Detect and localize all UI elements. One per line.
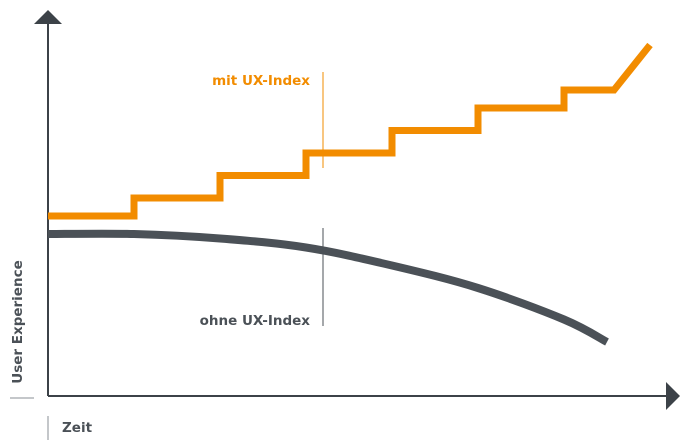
series-line-mit-ux-index bbox=[48, 42, 653, 220]
y-axis-label: User Experience bbox=[10, 260, 26, 383]
series-label-mit-ux-index: mit UX-Index bbox=[212, 73, 310, 89]
x-axis-label: Zeit bbox=[62, 420, 93, 436]
x-axis-arrow bbox=[666, 382, 680, 410]
y-axis-arrow bbox=[34, 10, 62, 24]
series-line-ohne-ux-index bbox=[47, 229, 609, 346]
series-label-ohne-ux-index: ohne UX-Index bbox=[200, 313, 311, 329]
